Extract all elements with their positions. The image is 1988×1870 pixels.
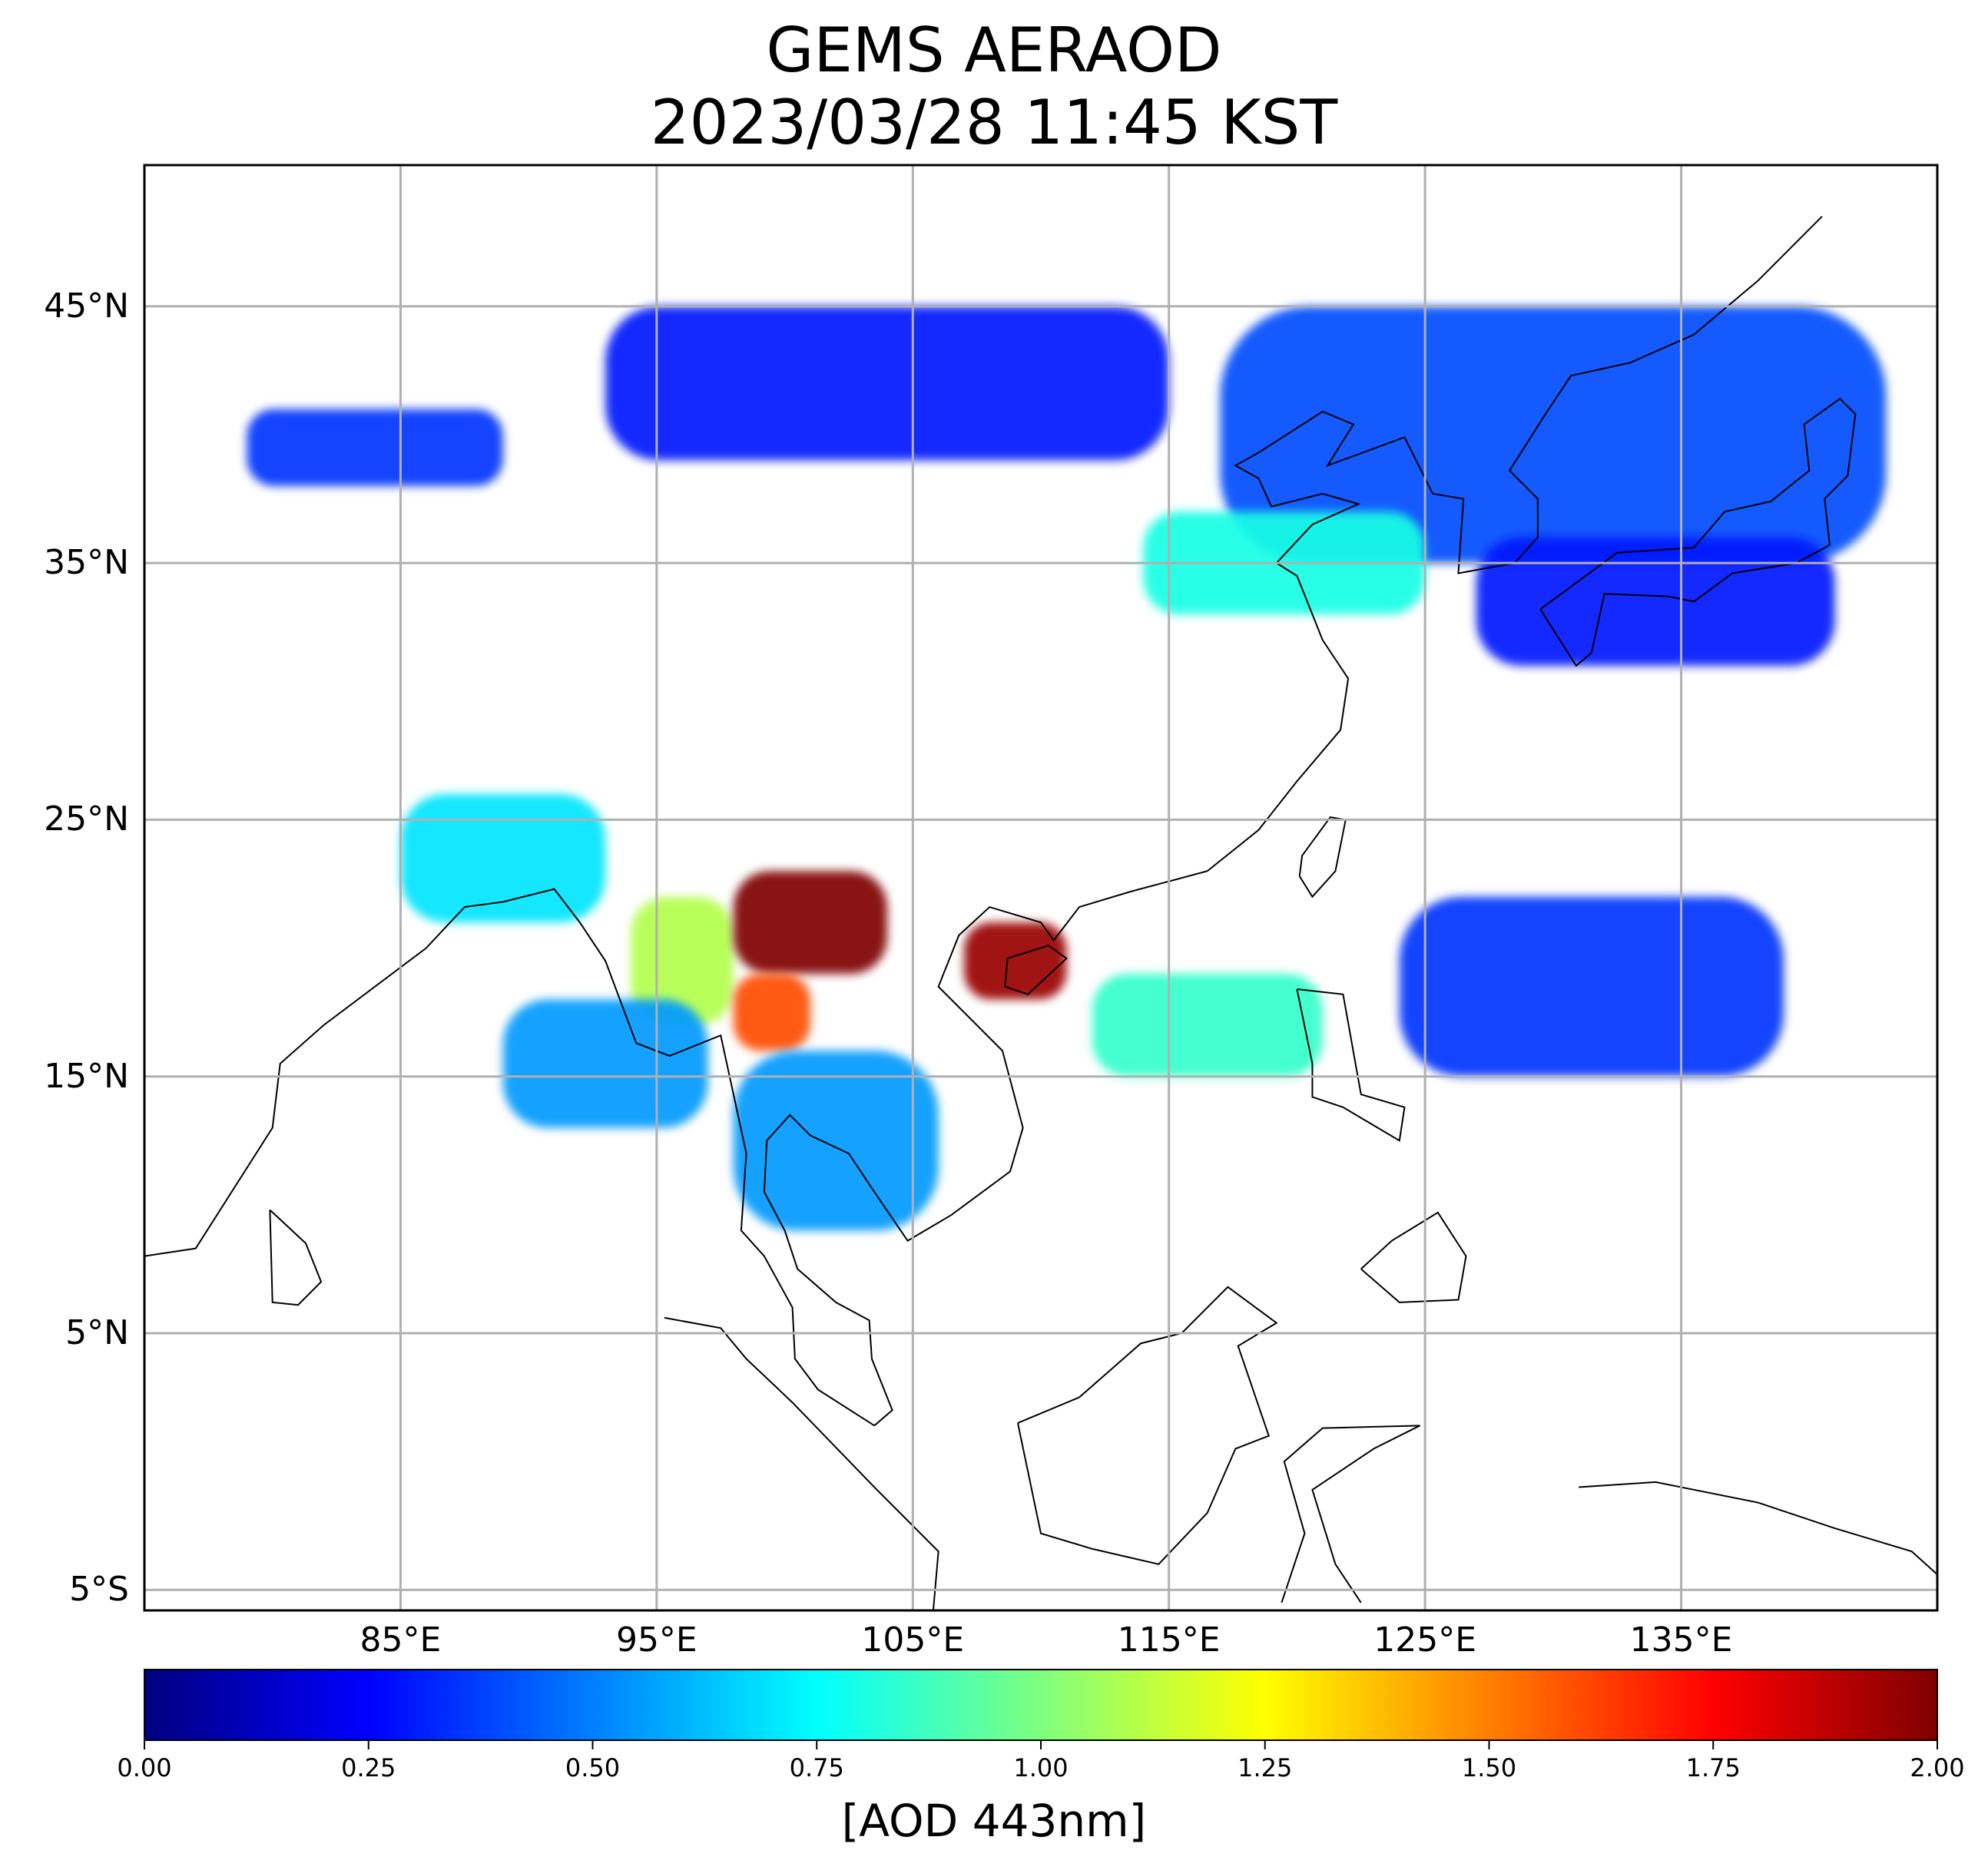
aod-region-5 bbox=[400, 793, 606, 923]
coastline-2 bbox=[1539, 397, 1857, 667]
coastline-7 bbox=[1360, 1211, 1467, 1303]
aod-region-12 bbox=[1092, 973, 1323, 1077]
lon-tick-label: 125°E bbox=[1373, 1620, 1477, 1660]
coastline-5 bbox=[269, 1209, 323, 1306]
colorbar-tick-label: 1.75 bbox=[1685, 1753, 1741, 1782]
chart-title: GEMS AERAOD bbox=[766, 15, 1222, 86]
coastlines bbox=[144, 216, 1937, 1610]
colorbar bbox=[144, 1669, 1938, 1741]
chart-subtitle: 2023/03/28 11:45 KST bbox=[650, 87, 1338, 158]
coastline-3 bbox=[1298, 816, 1347, 899]
map-frame bbox=[143, 164, 1939, 1612]
aod-region-9 bbox=[733, 973, 810, 1051]
lon-tick-label: 95°E bbox=[615, 1620, 697, 1660]
colorbar-label: [AOD 443nm] bbox=[841, 1795, 1147, 1847]
aod-region-8 bbox=[963, 922, 1067, 1000]
aod-region-4 bbox=[1476, 537, 1835, 666]
lat-tick-label: 15°N bbox=[44, 1056, 129, 1096]
colorbar-tick-label: 0.00 bbox=[117, 1753, 172, 1782]
aod-region-11 bbox=[733, 1051, 939, 1231]
coastline-1 bbox=[763, 216, 1823, 1427]
aod-region-0 bbox=[247, 409, 503, 486]
coastline-6 bbox=[1296, 988, 1406, 1142]
lat-tick-label: 45°N bbox=[44, 286, 129, 326]
gridlines bbox=[144, 165, 1937, 1610]
aod-data-layer bbox=[247, 306, 1887, 1231]
coastline-11 bbox=[1579, 1481, 1937, 1575]
colorbar-tick-label: 2.00 bbox=[1910, 1753, 1965, 1782]
lat-tick-label: 25°N bbox=[44, 799, 129, 839]
lon-tick-label: 135°E bbox=[1629, 1620, 1733, 1660]
colorbar-tick-label: 0.50 bbox=[565, 1753, 621, 1782]
lon-tick-label: 105°E bbox=[861, 1620, 965, 1660]
lon-tick-label: 85°E bbox=[359, 1620, 442, 1660]
colorbar-tick-label: 0.25 bbox=[341, 1753, 396, 1782]
coastline-9 bbox=[664, 1316, 939, 1610]
colorbar-tick-label: 0.75 bbox=[789, 1753, 844, 1782]
coastline-4 bbox=[1004, 945, 1068, 995]
colorbar-tick-label: 1.00 bbox=[1013, 1753, 1069, 1782]
coastline-10 bbox=[1281, 1425, 1420, 1604]
lat-tick-label: 35°N bbox=[44, 543, 129, 583]
lat-tick-label: 5°N bbox=[65, 1312, 129, 1352]
aod-region-1 bbox=[605, 306, 1169, 461]
colorbar-tick-label: 1.50 bbox=[1461, 1753, 1517, 1782]
lat-tick-label: 5°S bbox=[69, 1570, 129, 1610]
aod-region-7 bbox=[733, 871, 887, 974]
colorbar-ticks bbox=[144, 1740, 1938, 1749]
coastline-0 bbox=[144, 888, 875, 1427]
aod-region-2 bbox=[1220, 306, 1887, 564]
coastline-8 bbox=[1017, 1286, 1278, 1565]
aod-region-10 bbox=[502, 999, 708, 1128]
lon-tick-label: 115°E bbox=[1117, 1620, 1221, 1660]
aod-region-13 bbox=[1399, 896, 1784, 1077]
colorbar-tick-label: 1.25 bbox=[1238, 1753, 1293, 1782]
